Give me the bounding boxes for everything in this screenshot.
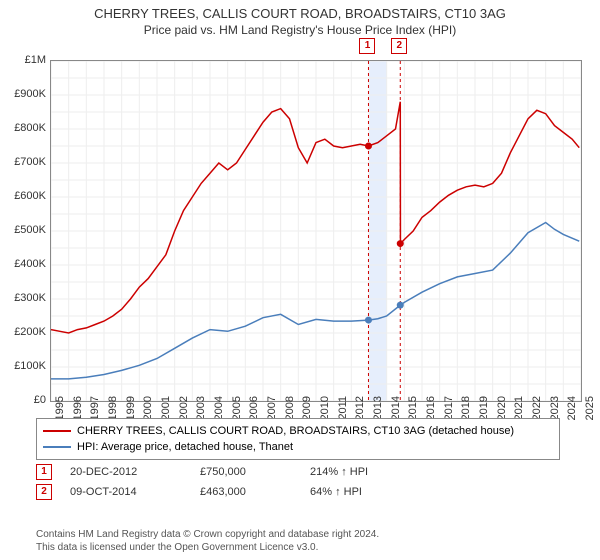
y-tick-label: £300K [4, 292, 46, 304]
transaction-marker: 2 [391, 38, 407, 54]
y-tick-label: £200K [4, 326, 46, 338]
series-line [51, 223, 579, 379]
y-tick-label: £0 [4, 394, 46, 406]
transaction-date: 09-OCT-2014 [70, 486, 200, 498]
title-line-1: CHERRY TREES, CALLIS COURT ROAD, BROADST… [0, 6, 600, 21]
y-tick-label: £800K [4, 122, 46, 134]
transaction-number-box: 2 [36, 484, 52, 500]
transaction-pct: 214% ↑ HPI [310, 466, 450, 478]
y-tick-label: £100K [4, 360, 46, 372]
footer-line-1: Contains HM Land Registry data © Crown c… [36, 529, 379, 542]
transaction-marker: 1 [359, 38, 375, 54]
y-tick-label: £700K [4, 156, 46, 168]
y-tick-label: £900K [4, 88, 46, 100]
title-line-2: Price paid vs. HM Land Registry's House … [0, 23, 600, 37]
series-line [51, 102, 579, 333]
legend: CHERRY TREES, CALLIS COURT ROAD, BROADST… [36, 418, 560, 460]
legend-item: HPI: Average price, detached house, Than… [43, 439, 553, 455]
transaction-price: £750,000 [200, 466, 310, 478]
chart-container: CHERRY TREES, CALLIS COURT ROAD, BROADST… [0, 0, 600, 560]
y-tick-label: £600K [4, 190, 46, 202]
data-point-marker [397, 240, 404, 247]
y-tick-label: £500K [4, 224, 46, 236]
footer-line-2: This data is licensed under the Open Gov… [36, 542, 379, 555]
transaction-number-box: 1 [36, 464, 52, 480]
transaction-list: 1 20-DEC-2012£750,000214% ↑ HPI 2 09-OCT-20… [36, 462, 560, 502]
legend-label: HPI: Average price, detached house, Than… [77, 441, 293, 453]
data-point-marker [365, 143, 372, 150]
plot-area [50, 60, 582, 402]
y-tick-label: £400K [4, 258, 46, 270]
legend-swatch [43, 430, 71, 432]
plot-svg [51, 61, 581, 401]
legend-swatch [43, 446, 71, 448]
legend-label: CHERRY TREES, CALLIS COURT ROAD, BROADST… [77, 425, 514, 437]
transaction-row: 2 09-OCT-2014£463,00064% ↑ HPI [36, 482, 560, 502]
transaction-pct: 64% ↑ HPI [310, 486, 450, 498]
legend-item: CHERRY TREES, CALLIS COURT ROAD, BROADST… [43, 423, 553, 439]
data-point-marker [397, 302, 404, 309]
y-tick-label: £1M [4, 54, 46, 66]
transaction-date: 20-DEC-2012 [70, 466, 200, 478]
transaction-price: £463,000 [200, 486, 310, 498]
x-tick-label: 2025 [584, 396, 596, 436]
titles: CHERRY TREES, CALLIS COURT ROAD, BROADST… [0, 0, 600, 37]
data-point-marker [365, 317, 372, 324]
footer: Contains HM Land Registry data © Crown c… [36, 529, 379, 554]
transaction-row: 1 20-DEC-2012£750,000214% ↑ HPI [36, 462, 560, 482]
x-tick-label: 2024 [566, 396, 578, 436]
